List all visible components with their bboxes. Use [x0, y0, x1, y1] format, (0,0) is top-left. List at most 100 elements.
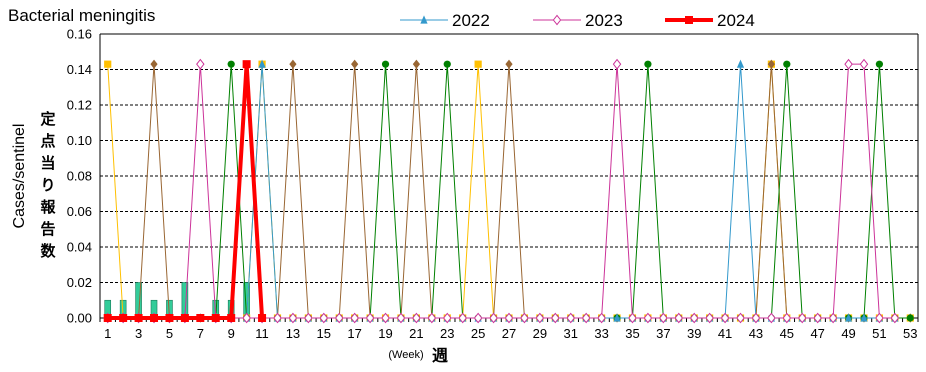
data-point: [350, 312, 359, 324]
data-point: [566, 312, 575, 324]
y-axis-label-jp-char: 報: [40, 198, 56, 216]
x-tick-label: 51: [872, 326, 886, 341]
data-point: [782, 312, 792, 324]
data-point: [381, 312, 390, 324]
data-point: [489, 312, 498, 324]
data-point: [505, 59, 513, 69]
y-tick-label: 0.04: [67, 240, 92, 255]
data-point: [227, 314, 236, 322]
data-point: [319, 312, 329, 324]
data-point: [119, 314, 128, 322]
y-tick-label: 0.08: [67, 169, 92, 184]
y-tick-label: 0.10: [67, 133, 92, 148]
data-point: [875, 312, 884, 324]
x-tick-label: 53: [903, 326, 917, 341]
x-tick-label: 7: [197, 326, 204, 341]
data-point: [813, 312, 822, 324]
series-line-2023: [107, 63, 895, 319]
data-point: [783, 60, 791, 68]
x-tick-label: 13: [286, 326, 300, 341]
data-point: [720, 312, 730, 324]
data-point: [581, 312, 591, 324]
data-point: [767, 59, 775, 69]
x-tick-label: 5: [166, 326, 173, 341]
y-axis-label-jp-char: 点: [40, 133, 55, 150]
data-point: [474, 60, 482, 68]
data-point: [736, 59, 745, 68]
data-point: [396, 312, 406, 324]
x-tick-label: 17: [347, 326, 361, 341]
data-point: [304, 312, 313, 324]
data-point: [427, 312, 437, 324]
data-point: [258, 314, 267, 322]
data-point: [412, 312, 421, 324]
x-tick-label: 9: [228, 326, 235, 341]
x-tick-label: 29: [533, 326, 547, 341]
x-axis-label-en: (Week): [388, 349, 423, 361]
y-axis-label-jp-char: 定: [40, 110, 55, 128]
data-point: [844, 58, 853, 70]
x-tick-label: 43: [749, 326, 763, 341]
data-point: [890, 312, 900, 324]
y-tick-label: 0.06: [67, 204, 92, 219]
data-point: [443, 312, 452, 324]
data-point: [674, 312, 684, 324]
x-tick-label: 45: [780, 326, 794, 341]
data-point: [767, 312, 776, 324]
x-tick-label: 27: [502, 326, 516, 341]
data-point: [751, 312, 761, 324]
x-tick-label: 31: [564, 326, 578, 341]
data-point: [798, 312, 807, 324]
x-tick-label: 21: [409, 326, 423, 341]
data-point: [196, 314, 205, 322]
data-point: [860, 313, 868, 322]
data-point: [134, 314, 143, 322]
data-point: [196, 58, 205, 70]
x-tick-label: 23: [440, 326, 454, 341]
data-point: [613, 313, 621, 322]
background-series-line: [107, 63, 911, 319]
data-point: [552, 14, 562, 26]
legend-label: 2024: [717, 11, 755, 30]
data-point: [659, 312, 668, 324]
y-axis-label-en: Cases/sentinel: [11, 124, 28, 229]
data-point: [211, 314, 220, 322]
x-tick-label: 41: [718, 326, 732, 341]
data-point: [859, 58, 869, 70]
data-point: [473, 312, 483, 324]
data-point: [180, 314, 189, 322]
data-point: [443, 60, 451, 68]
data-point: [875, 60, 884, 68]
data-point: [597, 312, 606, 324]
y-axis-label-jp-char: 当: [40, 154, 55, 172]
x-tick-label: 39: [687, 326, 701, 341]
x-tick-label: 49: [841, 326, 855, 341]
x-tick-label: 15: [317, 326, 331, 341]
data-point: [828, 312, 838, 324]
data-point: [644, 60, 652, 68]
x-tick-label: 1: [104, 326, 111, 341]
data-point: [520, 312, 529, 324]
data-point: [504, 312, 514, 324]
data-point: [273, 312, 282, 324]
y-tick-label: 0.02: [67, 275, 92, 290]
y-tick-label: 0.14: [67, 62, 92, 77]
data-point: [906, 314, 914, 322]
data-point: [420, 15, 428, 24]
x-tick-label: 3: [135, 326, 142, 341]
x-tick-label: 19: [378, 326, 392, 341]
legend-label: 2023: [585, 11, 623, 30]
x-axis-label-jp: 週: [432, 347, 448, 365]
data-point: [242, 312, 251, 324]
data-point: [288, 312, 298, 324]
legend-label: 2022: [452, 11, 490, 30]
data-point: [628, 312, 637, 324]
series-line-2024: [107, 62, 265, 320]
x-tick-label: 11: [255, 326, 269, 341]
data-point: [150, 59, 158, 69]
data-point: [334, 312, 344, 324]
data-point: [689, 312, 699, 324]
data-point: [227, 60, 235, 68]
y-tick-label: 0.00: [67, 311, 92, 326]
